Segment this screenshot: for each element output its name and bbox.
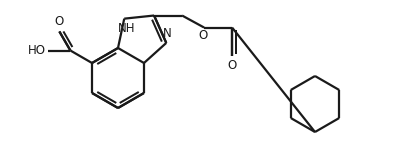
- Text: O: O: [55, 15, 64, 28]
- Text: NH: NH: [118, 22, 135, 35]
- Text: O: O: [198, 29, 208, 42]
- Text: HO: HO: [28, 44, 46, 57]
- Text: O: O: [228, 59, 237, 72]
- Text: N: N: [163, 27, 172, 40]
